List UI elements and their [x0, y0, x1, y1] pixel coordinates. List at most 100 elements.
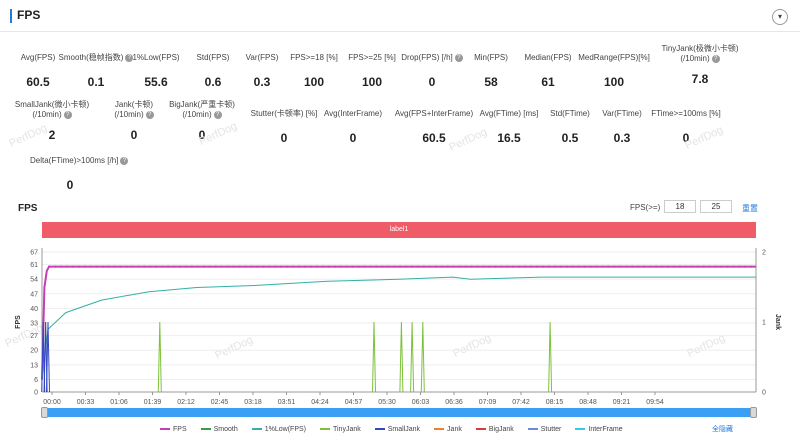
fps-point — [417, 265, 420, 268]
x-tick-label: 01:06 — [110, 399, 128, 406]
fps-point — [589, 265, 592, 268]
fps-point — [77, 265, 80, 268]
legend-item-fps[interactable]: FPS — [160, 424, 187, 434]
fps-point — [143, 265, 146, 268]
stat-std-fps: Std(FPS) 0.6 — [173, 53, 253, 89]
fps-point — [375, 265, 378, 268]
stat-var-ftime: Var(FTime) 0.3 — [582, 109, 662, 145]
x-tick-label: 08:15 — [546, 399, 564, 406]
help-icon[interactable]: ? — [120, 156, 129, 165]
stat-label-text: Avg(FTime) [ms] — [479, 109, 539, 118]
help-icon[interactable]: ? — [213, 110, 222, 119]
stat-drop-fps-h: Drop(FPS) [/h]? 0 — [392, 53, 472, 89]
stat-label: Var(FTime) — [582, 109, 662, 119]
stat-label-unit: (/10min) — [32, 110, 62, 119]
stat-label-text: Var(FTime) — [602, 109, 642, 118]
stat-label-text: Avg(FPS+InterFrame) — [394, 109, 474, 118]
timeline-scrollbar[interactable] — [41, 407, 757, 418]
stat-label-text: FPS>=18 [%] — [290, 53, 338, 62]
fps-point — [583, 265, 586, 268]
stat-label: BigJank(严重卡顿) (/10min)? — [162, 100, 242, 120]
stat-label-unit: (/10min) — [182, 110, 212, 119]
y2-tick-label: 1 — [762, 320, 766, 327]
fps-point — [649, 265, 652, 268]
fps-point — [113, 265, 116, 268]
fps-chart[interactable]: 0 6 13 20 27 33 40 47 54 61 67 0 1 2 FPS Jank 00:00 00:33… — [0, 240, 800, 408]
stat-avg-fps: Avg(FPS) 60.5 — [0, 53, 78, 89]
help-icon[interactable]: ? — [145, 110, 154, 119]
stat-label-text: 1%Low(FPS) — [132, 53, 180, 62]
fps-point — [619, 265, 622, 268]
legend-swatch — [475, 428, 486, 430]
scrollbar-handle-left[interactable] — [41, 407, 48, 418]
legend-item-bigjank[interactable]: BigJank — [475, 424, 514, 434]
fps-point — [292, 265, 295, 268]
stat-label: Jank(卡顿) (/10min)? — [94, 100, 174, 120]
fps-point — [726, 265, 729, 268]
stat-label-text: Median(FPS) — [524, 53, 572, 62]
stat-value: 0.3 — [613, 131, 631, 145]
fps-point — [179, 265, 182, 268]
help-icon[interactable]: ? — [125, 53, 134, 62]
help-icon[interactable]: ? — [711, 54, 720, 63]
stat-fps-18: FPS>=18 [%] 100 — [274, 53, 354, 89]
stat-value: 0.3 — [253, 75, 271, 89]
fps-point — [625, 265, 628, 268]
stat-label: Min(FPS) — [451, 53, 531, 63]
stat-min-fps: Min(FPS) 58 — [451, 53, 531, 89]
fps-threshold-input-2[interactable] — [700, 200, 732, 213]
fps-point — [268, 265, 271, 268]
fps-filter-label: FPS(>=) — [630, 203, 661, 212]
stat-label-text: Smooth(稳帧指数) — [58, 53, 124, 62]
legend-item-interframe[interactable]: InterFrame — [575, 424, 623, 434]
stat-label: Avg(FPS+InterFrame) — [394, 109, 474, 119]
y-tick-label: 13 — [30, 362, 38, 369]
x-tick-label: 06:36 — [445, 399, 463, 406]
fps-point — [613, 265, 616, 268]
fps-point — [321, 265, 324, 268]
x-tick-label: 02:12 — [177, 399, 195, 406]
stat-label: Delta(FTime)>100ms [/h]? — [30, 156, 129, 166]
scrollbar-handle-right[interactable] — [750, 407, 757, 418]
legend-item-smalljank[interactable]: SmallJank — [374, 424, 420, 434]
legend-item-low1[interactable]: 1%Low(FPS) — [251, 424, 306, 434]
fps-point — [422, 265, 425, 268]
fps-point — [339, 265, 342, 268]
stat-label: Stutter(卡顿率) [%] — [244, 109, 324, 119]
fps-point — [476, 265, 479, 268]
y-tick-label: 6 — [34, 377, 38, 384]
collapse-icon[interactable]: ▾ — [772, 9, 788, 25]
stat-smalljank: SmallJank(微小卡顿) (/10min)? 2 — [12, 100, 92, 142]
x-tick-label: 01:39 — [144, 399, 162, 406]
stat-label-text: FTime>=100ms [%] — [651, 109, 721, 118]
fps-point — [286, 265, 289, 268]
fps-point — [690, 265, 693, 268]
legend-swatch — [434, 428, 445, 430]
fps-section-header: FPS ▾ — [0, 0, 800, 32]
fps-point — [500, 265, 503, 268]
legend-item-tinyjank[interactable]: TinyJank — [319, 424, 361, 434]
legend-item-jank[interactable]: Jank — [434, 424, 462, 434]
legend-label: FPS — [173, 425, 187, 433]
label-band[interactable]: label1 — [42, 222, 756, 238]
fps-threshold-input-1[interactable] — [664, 200, 696, 213]
stat-label: FPS>=18 [%] — [274, 53, 354, 63]
fps-point — [333, 265, 336, 268]
y2-tick-label: 0 — [762, 390, 766, 397]
fps-point — [434, 265, 437, 268]
legend-item-stutter[interactable]: Stutter — [527, 424, 561, 434]
help-icon[interactable]: ? — [454, 53, 463, 62]
legend-item-smooth[interactable]: Smooth — [200, 424, 238, 434]
x-tick-label: 06:03 — [412, 399, 430, 406]
fps-point — [303, 265, 306, 268]
series-line-low1 — [41, 276, 756, 380]
reset-button[interactable]: 重置 — [742, 204, 758, 213]
fps-point — [524, 265, 527, 268]
x-tick-label: 03:18 — [244, 399, 262, 406]
stat-value: 0 — [280, 131, 288, 145]
help-icon[interactable]: ? — [63, 110, 72, 119]
hide-all-button[interactable]: 全隐藏 — [712, 426, 733, 433]
stat-label: Std(FTime) — [530, 109, 610, 119]
fps-point — [125, 265, 128, 268]
fps-point — [65, 265, 68, 268]
